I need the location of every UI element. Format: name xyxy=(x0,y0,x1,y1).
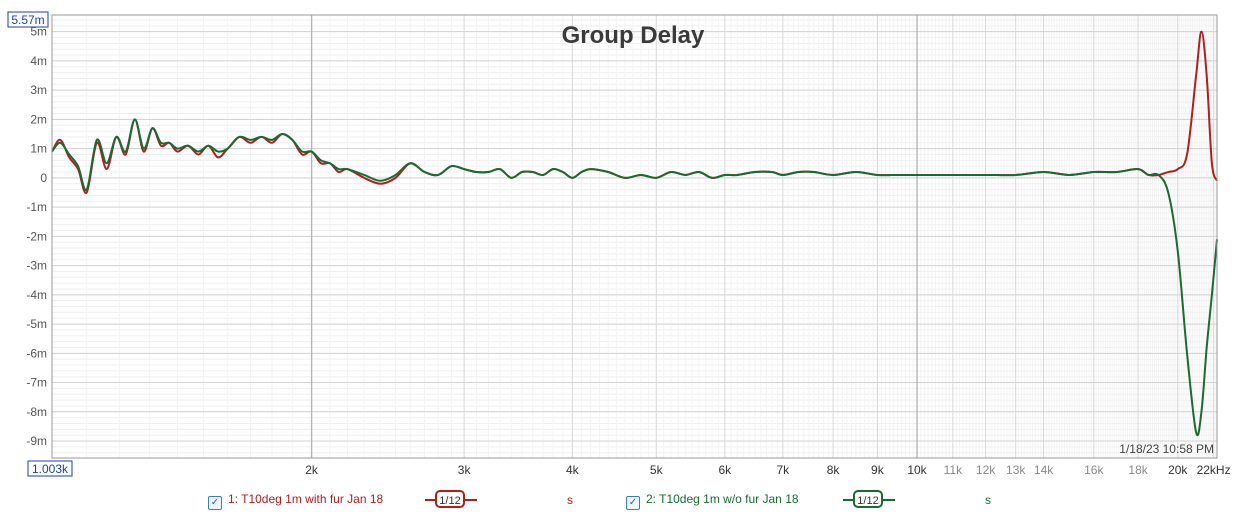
y-tick-label: 2m xyxy=(30,112,47,126)
x-left-label: 1.003k xyxy=(32,462,69,476)
y-tick-label: -6m xyxy=(26,346,47,360)
x-tick-label: 20k xyxy=(1168,463,1188,477)
legend-2-smoothing-label: 1/12 xyxy=(857,495,879,507)
legend-1-smoothing-label: 1/12 xyxy=(439,495,461,507)
x-tick-label: 11k xyxy=(944,463,963,477)
series-layer xyxy=(51,30,1218,437)
x-tick-label: 12k xyxy=(976,463,996,477)
legend-2-smoothing[interactable]: 1/12 xyxy=(843,490,895,510)
legend-1-smoothing[interactable]: 1/12 xyxy=(425,490,477,510)
x-axis: 2k 3k 4k 5k 6k 7k 8k 9k 10k 11k 12k 13k 14k 16k 18k 20k… xyxy=(305,463,1230,477)
y-tick-label: 1m xyxy=(30,142,47,156)
y-tick-label: 3m xyxy=(30,83,47,97)
x-tick-label: 10k xyxy=(907,463,927,477)
legend-1-label: 1: T10deg 1m with fur Jan 18 xyxy=(228,492,384,506)
x-tick-label: 14k xyxy=(1034,463,1054,477)
series-line-2 xyxy=(51,118,1218,437)
major-grid xyxy=(52,15,1217,458)
x-left-label-box[interactable]: 1.003k xyxy=(27,460,73,477)
legend-item-1[interactable]: ✓ 1: T10deg 1m with fur Jan 18 xyxy=(208,492,383,510)
plot-frame xyxy=(51,14,1218,459)
y-tick-label: -9m xyxy=(26,434,47,448)
y-tick-label: 5m xyxy=(30,25,47,39)
y-top-label-box[interactable]: 5.57m xyxy=(7,11,49,28)
timestamp: 1/18/23 10:58 PM xyxy=(1119,442,1214,456)
x-tick-label: 7k xyxy=(777,463,791,477)
x-tick-label: 18k xyxy=(1128,463,1148,477)
y-tick-label: -5m xyxy=(26,317,47,331)
y-tick-label: 0 xyxy=(40,171,47,185)
legend-2-label: 2: T10deg 1m w/o fur Jan 18 xyxy=(646,492,799,506)
x-tick-label: 6k xyxy=(719,463,733,477)
x-tick-label: 8k xyxy=(827,463,841,477)
y-tick-label: -3m xyxy=(26,259,47,273)
y-tick-label: -8m xyxy=(26,405,47,419)
legend-item-2[interactable]: ✓ 2: T10deg 1m w/o fur Jan 18 xyxy=(626,492,799,510)
legend-1-checkbox[interactable]: ✓ xyxy=(208,496,222,510)
y-tick-label: -7m xyxy=(26,376,47,390)
x-tick-label: 9k xyxy=(871,463,885,477)
group-delay-chart: 5m 4m 3m 2m 1m 0 -1m -2m -3m -4m -5m -6m -7m -8m -9m 2… xyxy=(7,11,1231,477)
x-tick-label: 3k xyxy=(458,463,472,477)
x-tick-label: 22kHz xyxy=(1197,463,1231,477)
y-tick-label: -2m xyxy=(26,229,47,243)
y-tick-label: 4m xyxy=(30,54,47,68)
y-tick-label: -4m xyxy=(26,288,47,302)
x-tick-label: 13k xyxy=(1006,463,1026,477)
y-axis: 5m 4m 3m 2m 1m 0 -1m -2m -3m -4m -5m -6m -7m -8m -9m xyxy=(26,25,47,448)
y-tick-label: -1m xyxy=(26,200,47,214)
chart-title: Group Delay xyxy=(562,22,705,49)
x-tick-label: 4k xyxy=(566,463,580,477)
y-top-label: 5.57m xyxy=(11,13,44,27)
legend-1-unit: s xyxy=(567,493,573,507)
legend-2-unit: s xyxy=(985,493,991,507)
legend-2-checkbox[interactable]: ✓ xyxy=(626,496,640,510)
x-tick-label: 16k xyxy=(1084,463,1104,477)
x-tick-label: 2k xyxy=(305,463,319,477)
x-tick-label: 5k xyxy=(650,463,664,477)
